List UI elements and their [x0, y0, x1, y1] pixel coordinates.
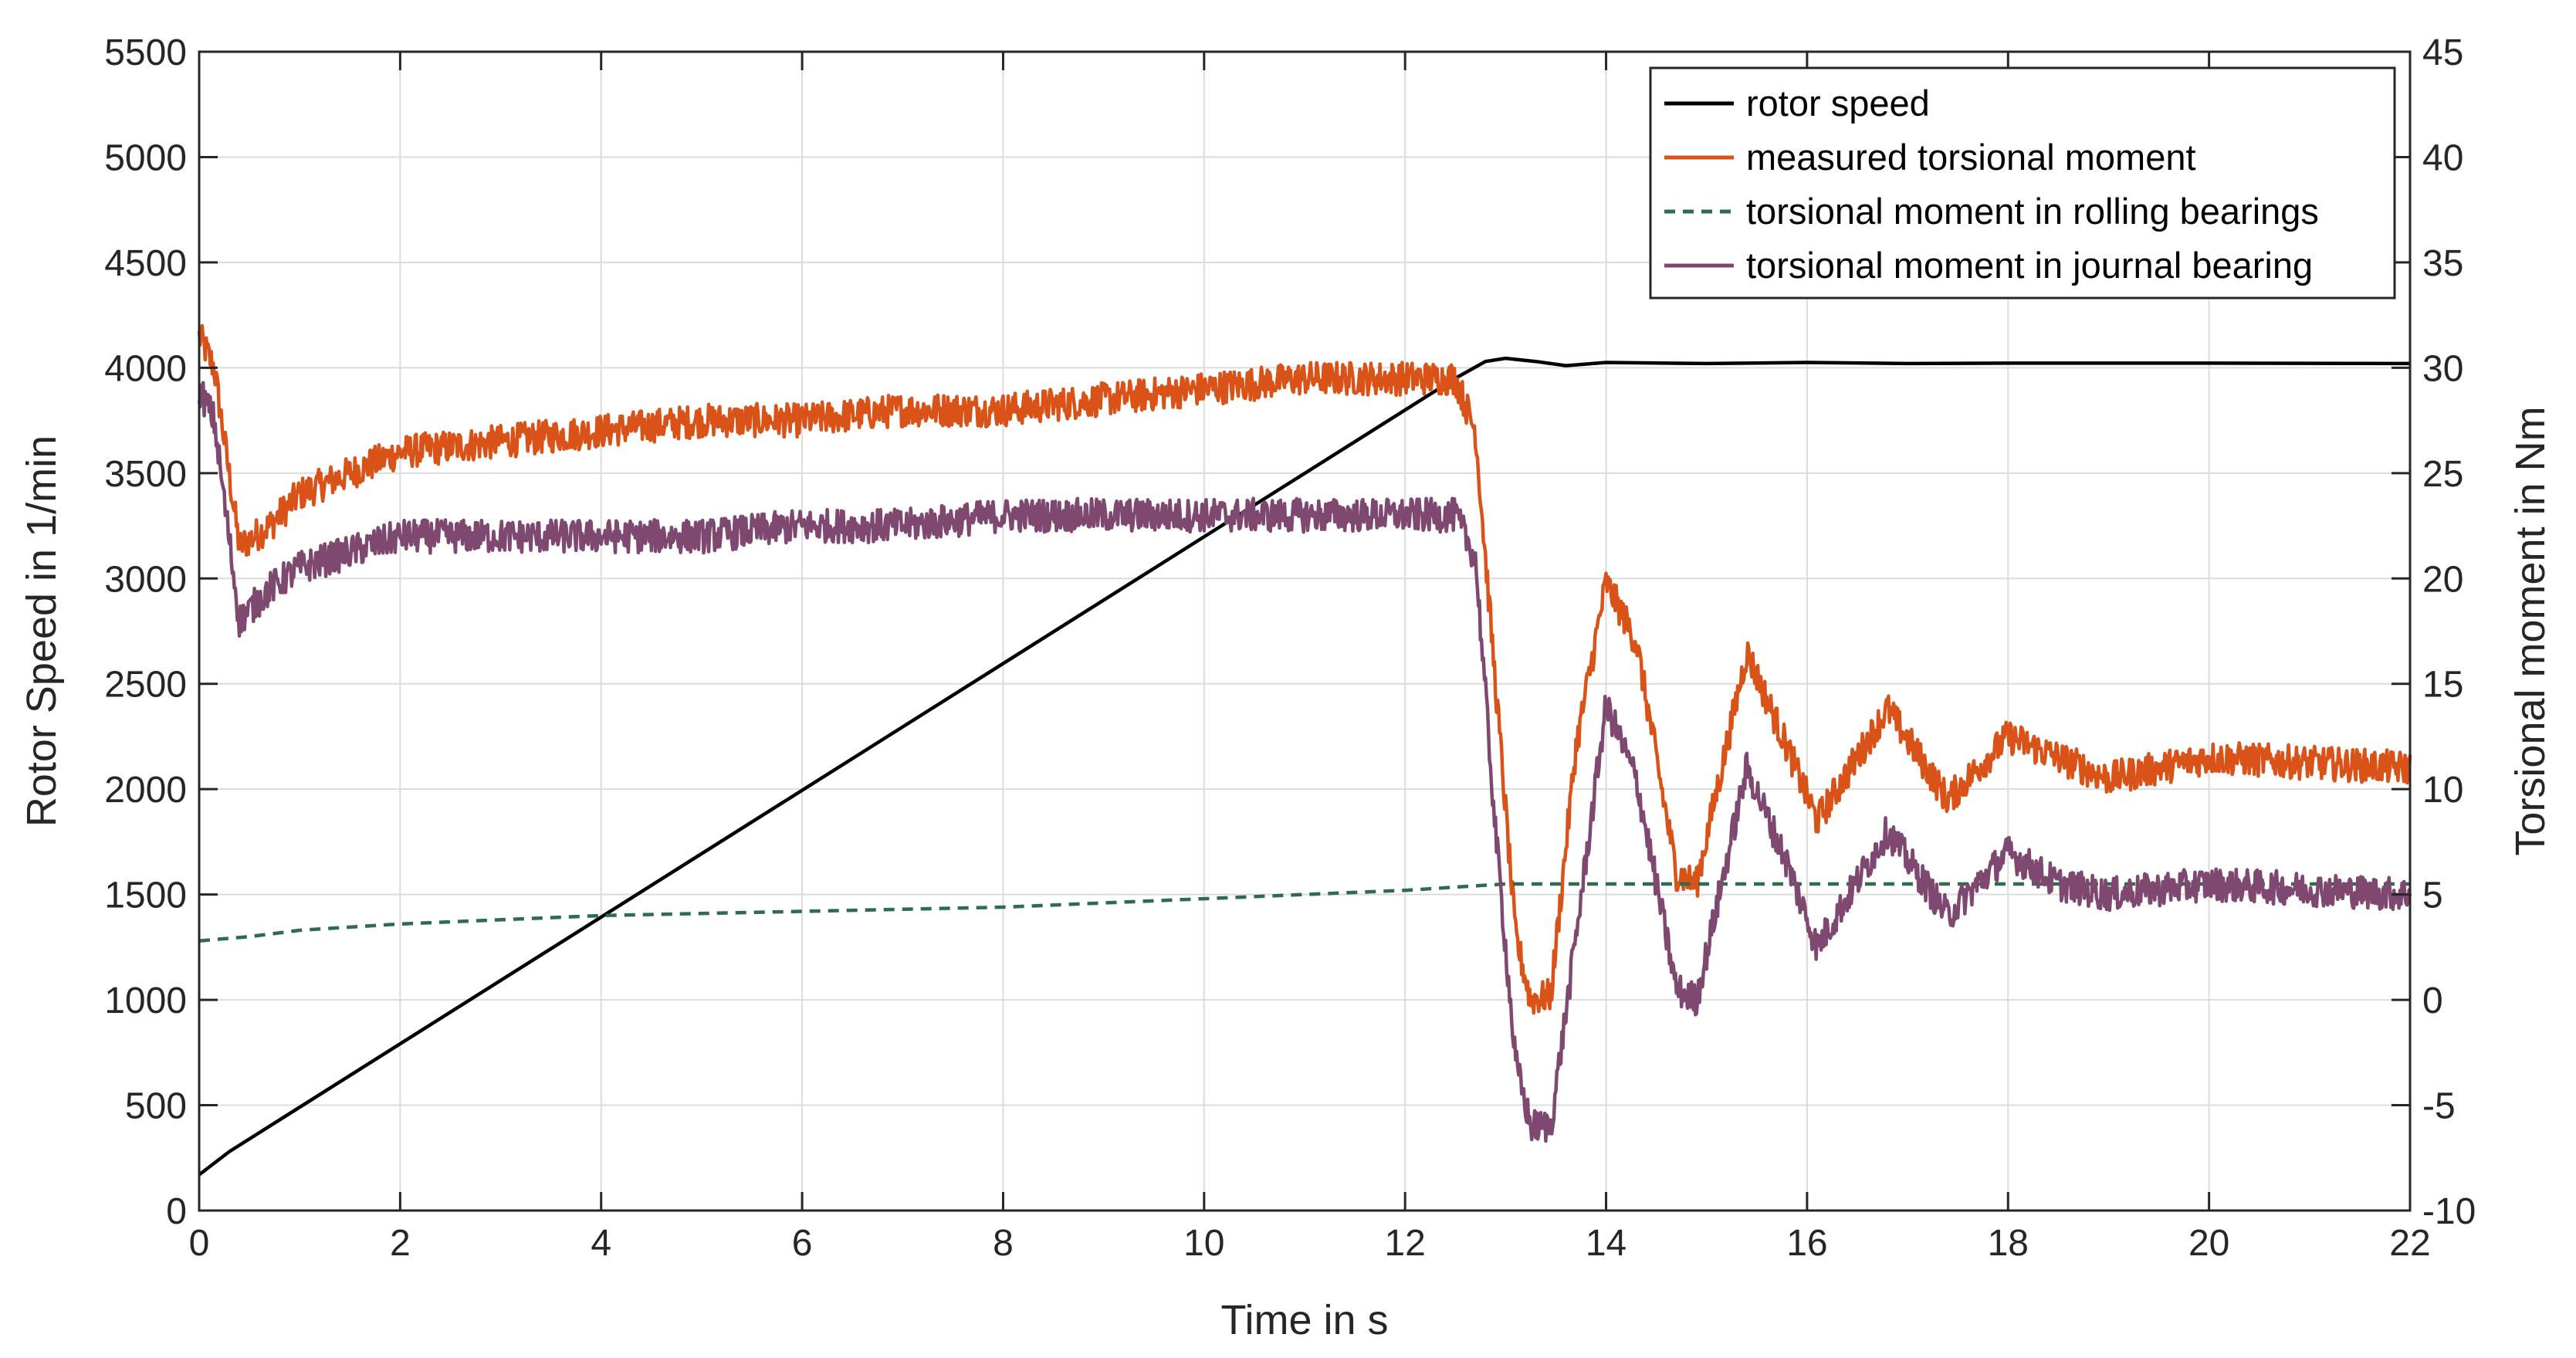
x-tick-label: 20 — [2188, 1223, 2229, 1264]
y-right-tick-label: 45 — [2422, 32, 2463, 73]
y-right-tick-label: 15 — [2422, 665, 2463, 706]
y-left-tick-label: 4500 — [104, 243, 187, 284]
y-left-tick-label: 4000 — [104, 348, 187, 389]
x-tick-label: 22 — [2389, 1223, 2430, 1264]
y-left-tick-label: 1000 — [104, 980, 187, 1021]
series-line-2 — [198, 882, 2410, 943]
y-right-tick-label: 0 — [2422, 980, 2443, 1021]
y-right-tick-label: 40 — [2422, 137, 2463, 178]
legend-box — [1649, 66, 2396, 300]
y-axis-left-label: Rotor Speed in 1/min — [19, 435, 65, 827]
x-tick-label: 2 — [390, 1223, 411, 1264]
y-right-tick-label: 25 — [2422, 454, 2463, 495]
legend-label: torsional moment in rolling bearings — [1746, 191, 2319, 232]
y-left-tick-label: 1500 — [104, 875, 187, 916]
y-left-tick-label: 5000 — [104, 137, 187, 178]
legend-label: torsional moment in journal bearing — [1746, 245, 2313, 286]
x-tick-label: 6 — [792, 1223, 813, 1264]
x-tick-label: 8 — [993, 1223, 1014, 1264]
y-right-tick-label: -10 — [2422, 1191, 2476, 1232]
series-layer — [197, 323, 2412, 1177]
y-right-tick-label: 10 — [2422, 770, 2463, 811]
plot-frame — [198, 50, 2412, 1212]
series-line-0 — [198, 356, 2411, 1177]
x-axis-label: Time in s — [1220, 1297, 1388, 1343]
y-left-tick-label: 2000 — [104, 770, 187, 811]
y-left-tick-label: 5500 — [104, 32, 187, 73]
x-tick-label: 4 — [591, 1223, 611, 1264]
x-tick-label: 14 — [1586, 1223, 1627, 1264]
x-tick-label: 18 — [1988, 1223, 2029, 1264]
y-left-tick-label: 3000 — [104, 559, 187, 600]
legend: rotor speed measured torsional moment tors… — [1649, 66, 2396, 300]
y-left-tick-label: 0 — [166, 1191, 187, 1232]
x-tick-label: 16 — [1786, 1223, 1827, 1264]
y-left-tick-label: 500 — [125, 1086, 187, 1127]
y-right-tick-label: 20 — [2422, 559, 2463, 600]
x-tick-label: 10 — [1183, 1223, 1224, 1264]
y-right-tick-label: 30 — [2422, 348, 2463, 389]
y-right-tick-label: 35 — [2422, 243, 2463, 284]
legend-label: rotor speed — [1746, 83, 1930, 124]
y-right-tick-label: 5 — [2422, 875, 2443, 916]
x-tick-label: 12 — [1384, 1223, 1425, 1264]
legend-label: measured torsional moment — [1746, 137, 2196, 178]
series-line-1 — [197, 323, 2412, 1015]
series-line-3 — [197, 381, 2412, 1143]
y-left-tick-label: 3500 — [104, 454, 187, 495]
ticks: 0 2 4 6 8 10 12 14 16 18 20 22 0 500 1000 1500 2000 2500 3… — [104, 32, 2476, 1264]
y-left-tick-label: 2500 — [104, 665, 187, 706]
y-axis-right-label: Torsional moment in Nm — [2507, 406, 2554, 855]
y-right-tick-label: -5 — [2422, 1086, 2456, 1127]
x-tick-label: 0 — [189, 1223, 210, 1264]
